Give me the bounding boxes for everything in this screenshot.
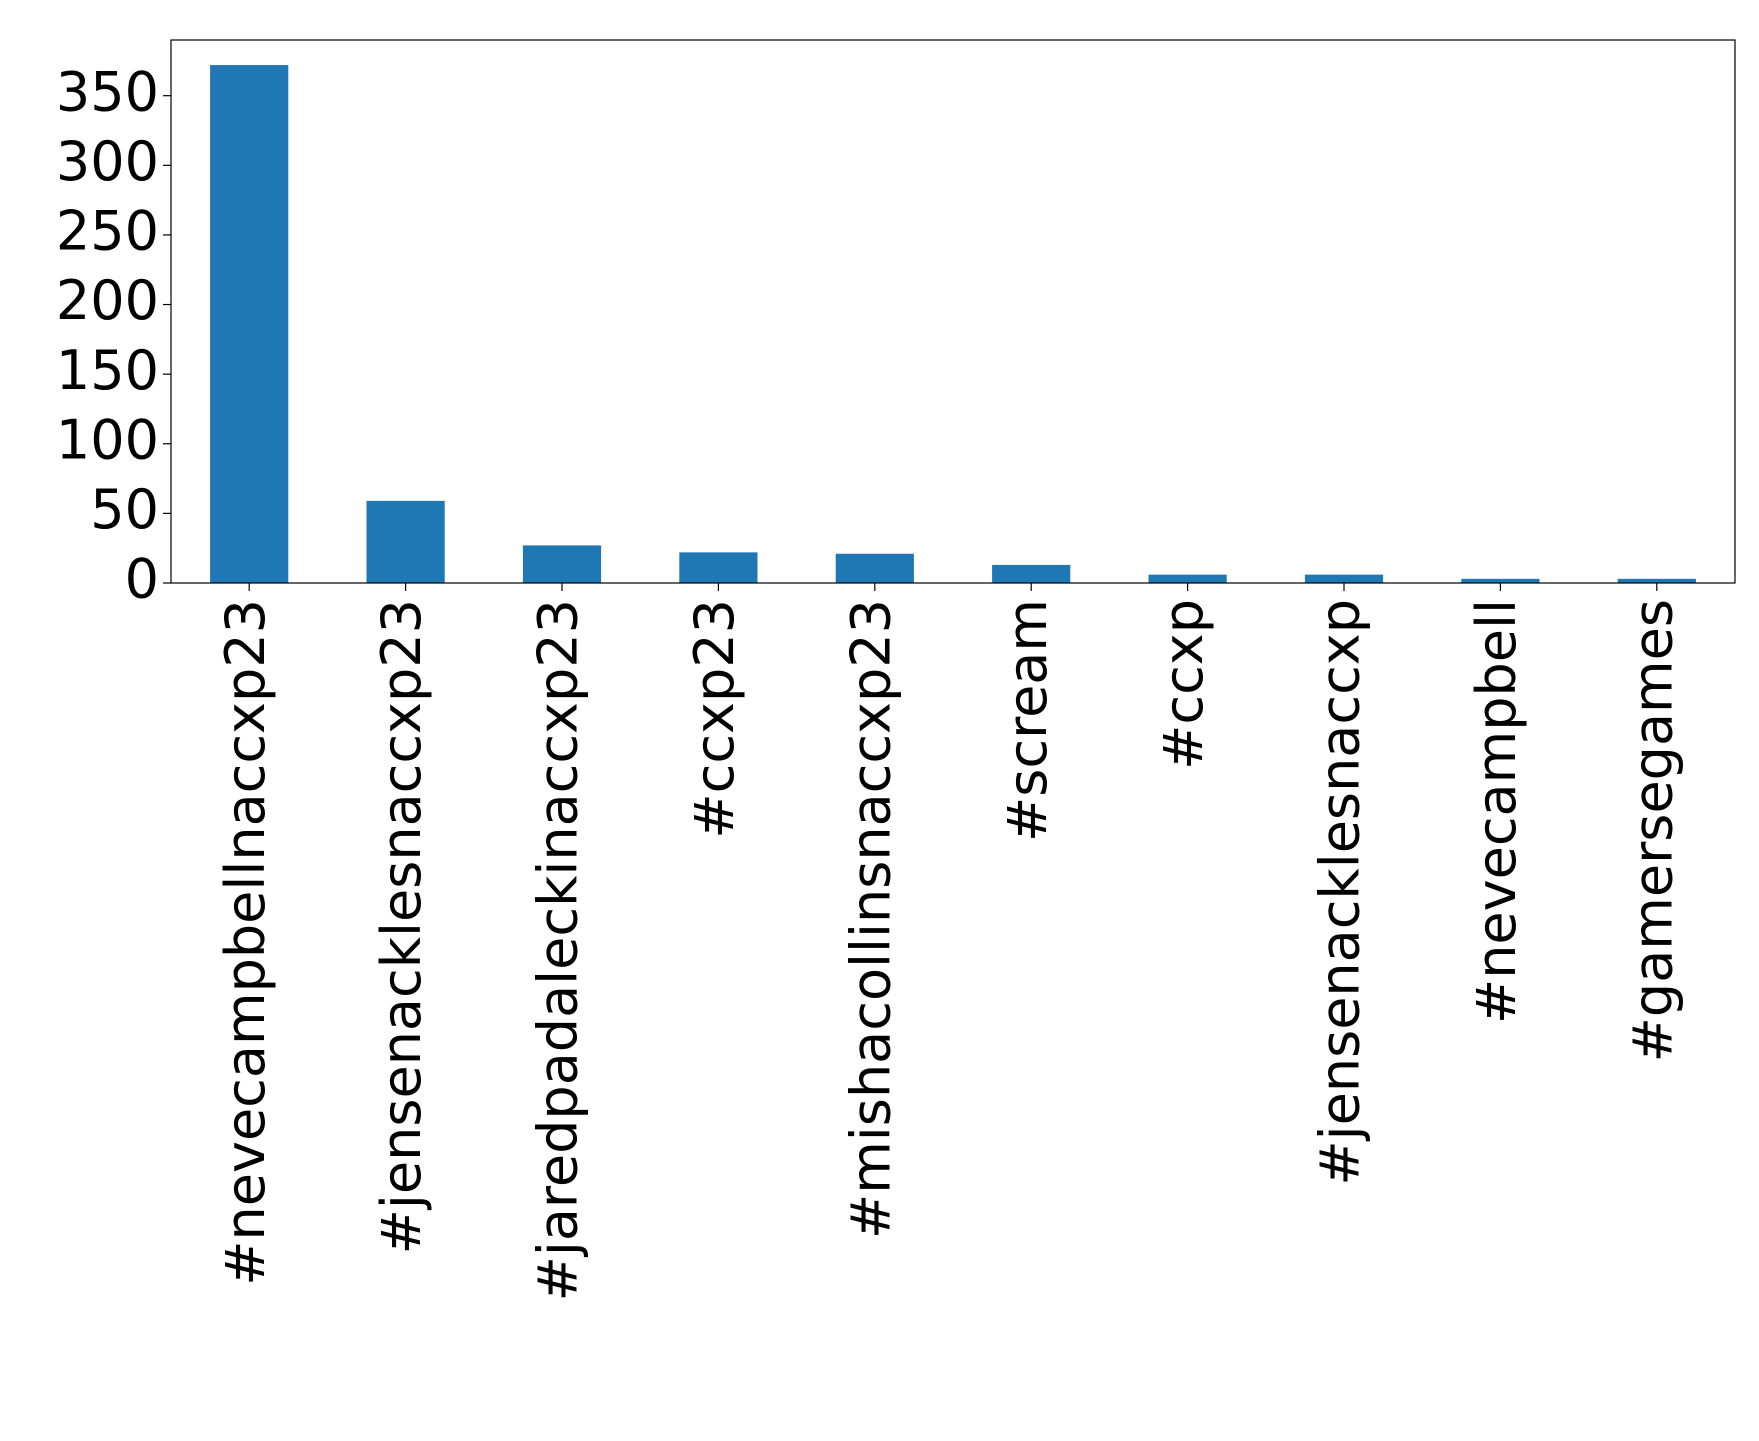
bar xyxy=(1304,574,1384,583)
y-tick-label: 250 xyxy=(56,200,159,263)
x-tick-label: #jensenacklesnaccxp xyxy=(1309,599,1372,1186)
axes-frame xyxy=(170,39,1736,584)
bar xyxy=(1617,578,1696,583)
y-tick-label: 0 xyxy=(125,548,159,611)
x-tick-label: #mishacollinsnaccxp23 xyxy=(839,599,902,1239)
bar xyxy=(1461,578,1540,583)
bar xyxy=(210,65,289,584)
bar xyxy=(366,500,445,583)
x-tick-label: #jensenacklesnaccxp23 xyxy=(370,599,433,1254)
y-tick-label: 150 xyxy=(56,339,159,402)
y-tick-label: 350 xyxy=(56,60,159,123)
bar xyxy=(679,552,758,583)
x-tick-label: #nevecampbell xyxy=(1465,599,1528,1024)
bar xyxy=(522,545,602,583)
y-tick-label: 300 xyxy=(56,130,159,193)
x-tick-label: #scream xyxy=(996,599,1059,842)
bar xyxy=(992,564,1071,583)
x-tick-label: #ccxp23 xyxy=(683,599,746,839)
x-tick-label: #gamersegames xyxy=(1621,599,1684,1062)
x-tick-label: #nevecampbellnaccxp23 xyxy=(214,599,277,1286)
bar xyxy=(835,553,914,583)
x-tick-label: #ccxp xyxy=(1152,599,1215,770)
y-tick-label: 100 xyxy=(56,408,159,471)
y-tick-label: 50 xyxy=(90,478,159,541)
y-tick-label: 200 xyxy=(56,269,159,332)
bar xyxy=(1148,574,1227,583)
x-tick-label: #jaredpadaleckinaccxp23 xyxy=(527,599,590,1301)
